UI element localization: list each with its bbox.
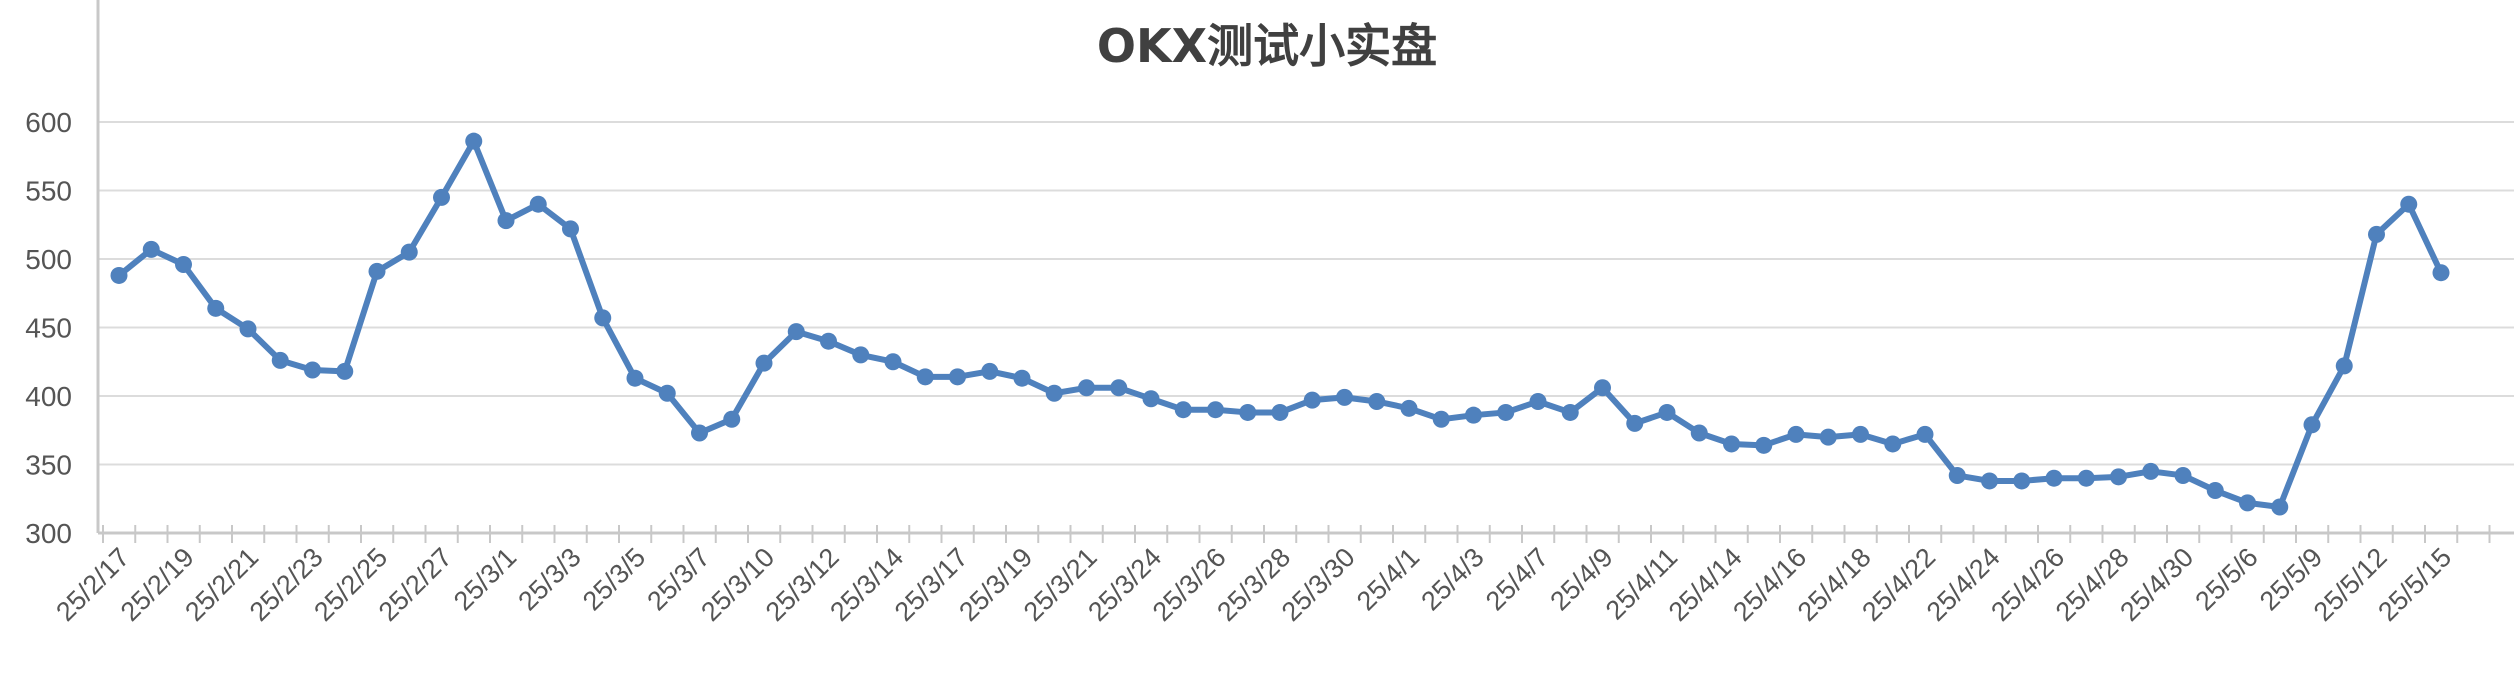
data-point-25-2-25: [368, 262, 386, 280]
data-point-25-5-13: [2400, 195, 2418, 213]
y-tick-labels: 300 350 400 450 500 550 600: [25, 107, 72, 549]
data-point-25-4-21: [1884, 435, 1902, 453]
x-tick-label-25-4-30: 25/4/30: [2114, 542, 2199, 627]
data-point-25-3-28: [1271, 403, 1289, 421]
y-tick-label-400: 400: [25, 381, 72, 412]
data-point-25-4-1: [1400, 399, 1418, 417]
data-point-25-3-26: [1207, 401, 1224, 419]
data-point-25-3-4: [594, 309, 612, 327]
data-point-25-3-29: [1303, 391, 1321, 409]
data-point-25-3-11: [787, 323, 805, 341]
data-point-25-3-31: [1368, 392, 1386, 410]
data-point-25-5-6: [2239, 494, 2256, 512]
data-point-25-2-21: [239, 320, 257, 338]
x-tick-label-25-5-6: 25/5/6: [2189, 542, 2263, 616]
data-point-25-3-27: [1239, 403, 1257, 421]
data-point-25-4-3: [1465, 406, 1482, 424]
data-point-25-3-22: [1110, 379, 1128, 397]
data-point-25-5-10: [2335, 357, 2353, 375]
gridlines: [98, 121, 2514, 466]
data-point-25-3-18: [981, 362, 999, 380]
x-tick-labels: 25/2/1725/2/1925/2/2125/2/2325/2/2525/2/…: [50, 542, 2457, 627]
data-point-25-3-5: [626, 369, 644, 387]
data-point-25-3-21: [1078, 379, 1095, 397]
x-tick-label-25-4-3: 25/4/3: [1415, 542, 1489, 616]
y-tick-label-550: 550: [25, 176, 72, 207]
y-tick-label-600: 600: [25, 107, 72, 138]
data-point-25-4-24: [1981, 472, 1998, 490]
data-point-25-4-10: [1626, 414, 1644, 432]
series-line: [116, 138, 2444, 510]
data-point-25-4-22: [1916, 425, 1934, 443]
data-point-25-5-9: [2303, 416, 2321, 434]
data-point-25-5-7: [2271, 498, 2289, 516]
data-point-25-3-25: [1174, 401, 1192, 419]
data-point-25-4-26: [2045, 469, 2063, 487]
data-point-25-2-24: [336, 362, 354, 380]
data-point-25-4-16: [1787, 425, 1805, 443]
data-point-25-4-11: [1658, 403, 1676, 421]
series: [110, 132, 2450, 516]
data-point-25-5-15: [2432, 264, 2450, 282]
data-point-25-3-19: [1013, 369, 1031, 387]
data-point-25-4-8: [1561, 403, 1579, 421]
data-point-25-3-15: [916, 368, 934, 386]
data-point-25-3-6: [658, 384, 676, 402]
axes: [96, 0, 2514, 543]
data-point-25-4-14: [1723, 435, 1740, 453]
data-point-25-2-22: [271, 351, 289, 369]
data-point-25-5-12: [2368, 225, 2385, 243]
x-tick-label-25-3-30: 25/3/30: [1276, 542, 1361, 627]
data-point-25-2-23: [304, 361, 321, 379]
data-point-25-2-18: [142, 240, 160, 258]
data-point-25-4-17: [1819, 428, 1837, 446]
data-point-25-4-2: [1432, 410, 1450, 428]
data-point-25-2-17: [110, 266, 128, 284]
data-point-25-4-12: [1690, 424, 1708, 442]
data-point-25-2-20: [207, 299, 225, 317]
data-point-25-4-9: [1594, 379, 1611, 397]
data-point-25-2-28: [465, 132, 483, 150]
data-point-25-3-14: [884, 353, 902, 371]
data-point-25-5-1: [2206, 482, 2224, 500]
data-point-25-3-12: [820, 332, 837, 350]
data-point-25-3-2: [529, 195, 547, 213]
data-point-25-4-27: [2077, 469, 2095, 487]
data-point-25-4-7: [1529, 392, 1547, 410]
x-tick-label-25-3-3: 25/3/3: [512, 542, 586, 616]
data-point-25-3-8: [723, 410, 741, 428]
data-point-25-4-4: [1497, 403, 1515, 421]
x-tick-label-25-5-15: 25/5/15: [2372, 542, 2457, 627]
data-point-25-3-13: [852, 346, 870, 364]
data-point-25-4-18: [1852, 425, 1869, 443]
data-point-25-4-28: [2110, 468, 2127, 486]
x-tick-label-25-4-7: 25/4/7: [1480, 542, 1554, 616]
data-point-25-3-3: [562, 220, 579, 238]
data-point-25-3-24: [1142, 390, 1160, 408]
data-point-25-3-10: [755, 354, 773, 372]
x-tick-label-25-2-27: 25/2/27: [373, 542, 458, 627]
data-point-25-4-15: [1755, 436, 1773, 454]
data-point-25-4-25: [2013, 472, 2031, 490]
y-tick-label-350: 350: [25, 450, 72, 481]
data-point-25-3-1: [497, 212, 515, 230]
y-tick-label-300: 300: [25, 518, 72, 549]
data-point-25-3-17: [949, 368, 966, 386]
data-point-25-3-30: [1336, 388, 1353, 406]
data-point-25-4-29: [2142, 462, 2160, 480]
y-tick-label-450: 450: [25, 313, 72, 344]
data-point-25-2-27: [433, 188, 450, 206]
x-tick-label-25-3-1: 25/3/1: [448, 542, 522, 616]
x-tick-label-25-4-1: 25/4/1: [1351, 542, 1425, 616]
data-point-25-2-19: [175, 255, 192, 273]
data-point-25-2-26: [400, 243, 418, 261]
data-point-25-4-30: [2174, 466, 2192, 484]
y-tick-label-500: 500: [25, 244, 72, 275]
x-tick-label-25-3-5: 25/3/5: [577, 542, 651, 616]
data-point-25-4-23: [1948, 466, 1966, 484]
data-point-25-3-20: [1045, 384, 1063, 402]
chart-title: OKX测试小实盘: [1097, 19, 1437, 73]
data-point-25-3-7: [691, 424, 708, 442]
